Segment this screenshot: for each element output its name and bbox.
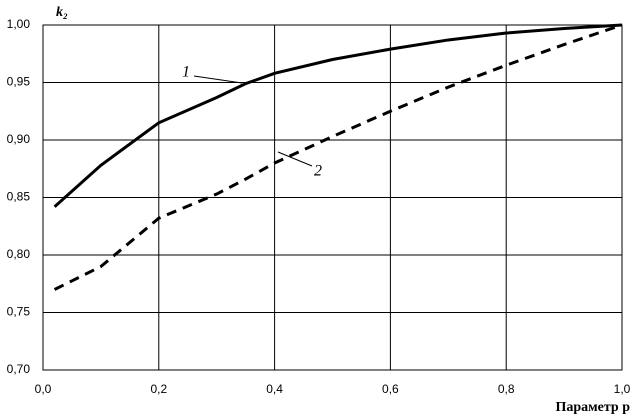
- x-tick-label: 0,6: [382, 382, 399, 396]
- series-label: 1: [182, 64, 190, 81]
- y-tick-label: 0,95: [7, 75, 31, 89]
- x-axis-label: Параметр p: [555, 400, 630, 415]
- x-tick-label: 0,2: [150, 382, 167, 396]
- y-tick-label: 0,85: [7, 190, 31, 204]
- y-axis-label: k₂: [56, 5, 68, 20]
- x-tick-label: 0,4: [266, 382, 283, 396]
- x-tick-label: 0,8: [498, 382, 515, 396]
- y-tick-label: 0,75: [7, 305, 31, 319]
- label-leader: [277, 151, 313, 167]
- y-tick-label: 0,70: [7, 362, 31, 376]
- x-tick-label: 1,0: [614, 382, 631, 396]
- y-tick-label: 1,00: [7, 17, 31, 31]
- y-tick-label: 0,80: [7, 247, 31, 261]
- y-tick-label: 0,90: [7, 132, 31, 146]
- series-label: 2: [314, 163, 322, 180]
- label-leader: [193, 75, 243, 84]
- x-tick-label: 0,0: [35, 382, 52, 396]
- series-line: [53, 23, 623, 291]
- series-line: [53, 23, 623, 208]
